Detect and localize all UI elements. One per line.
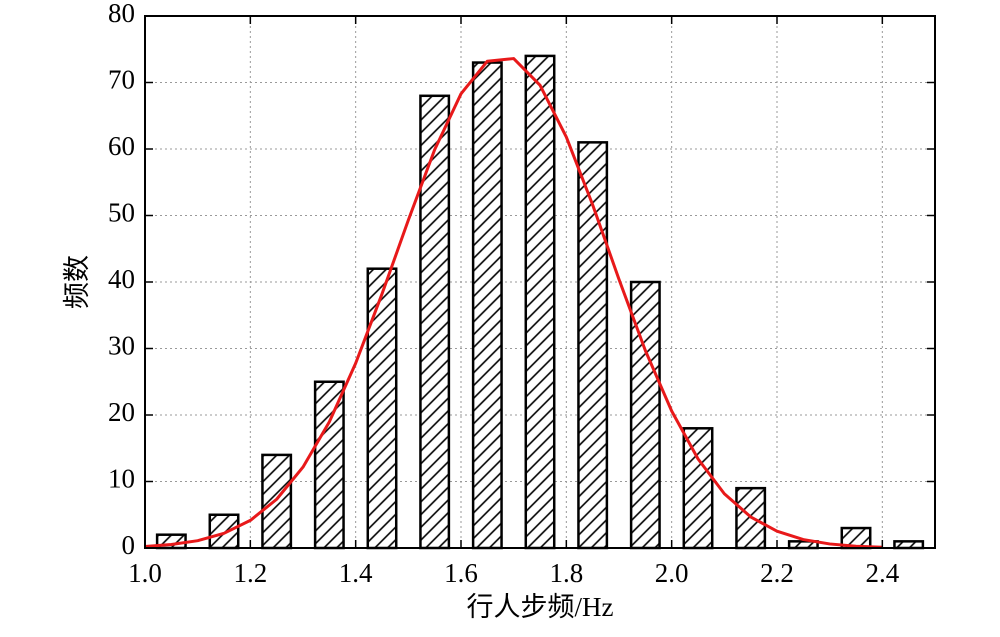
y-tick-label: 0 [122, 530, 136, 560]
x-tick-label: 1.8 [549, 558, 583, 588]
bars [155, 54, 925, 550]
y-tick-label: 70 [108, 65, 135, 95]
fit-line [144, 57, 883, 549]
x-tick-label: 1.6 [444, 558, 478, 588]
y-tick-label: 50 [108, 198, 135, 228]
y-tick-label: 60 [108, 131, 135, 161]
bar [313, 380, 345, 550]
x-tick-label: 2.2 [760, 558, 794, 588]
x-tick-label: 1.2 [233, 558, 267, 588]
x-tick-label: 2.0 [655, 558, 689, 588]
y-tick-label: 40 [108, 264, 135, 294]
y-tick-label: 30 [108, 331, 135, 361]
x-tick-label: 1.4 [339, 558, 373, 588]
bar [577, 141, 609, 550]
y-axis-label: 频数 [62, 255, 92, 309]
x-axis-label: 行人步频/Hz [467, 592, 614, 622]
bar [682, 427, 714, 550]
bar [366, 267, 398, 550]
bar [208, 513, 240, 550]
y-tick-label: 80 [108, 0, 135, 28]
x-tick-label: 1.0 [128, 558, 162, 588]
x-tick-label: 2.4 [865, 558, 899, 588]
ticks: 0 10 20 30 40 50 60 70 80 1.0 1.2 1.4 1.6 1.8 2.0 2.2 2.… [108, 0, 935, 588]
bar [261, 453, 293, 550]
bar [471, 61, 503, 550]
bar [524, 54, 556, 550]
y-tick-label: 10 [108, 464, 135, 494]
fit-curve [144, 57, 883, 549]
y-tick-label: 20 [108, 397, 135, 427]
bar [419, 94, 451, 550]
